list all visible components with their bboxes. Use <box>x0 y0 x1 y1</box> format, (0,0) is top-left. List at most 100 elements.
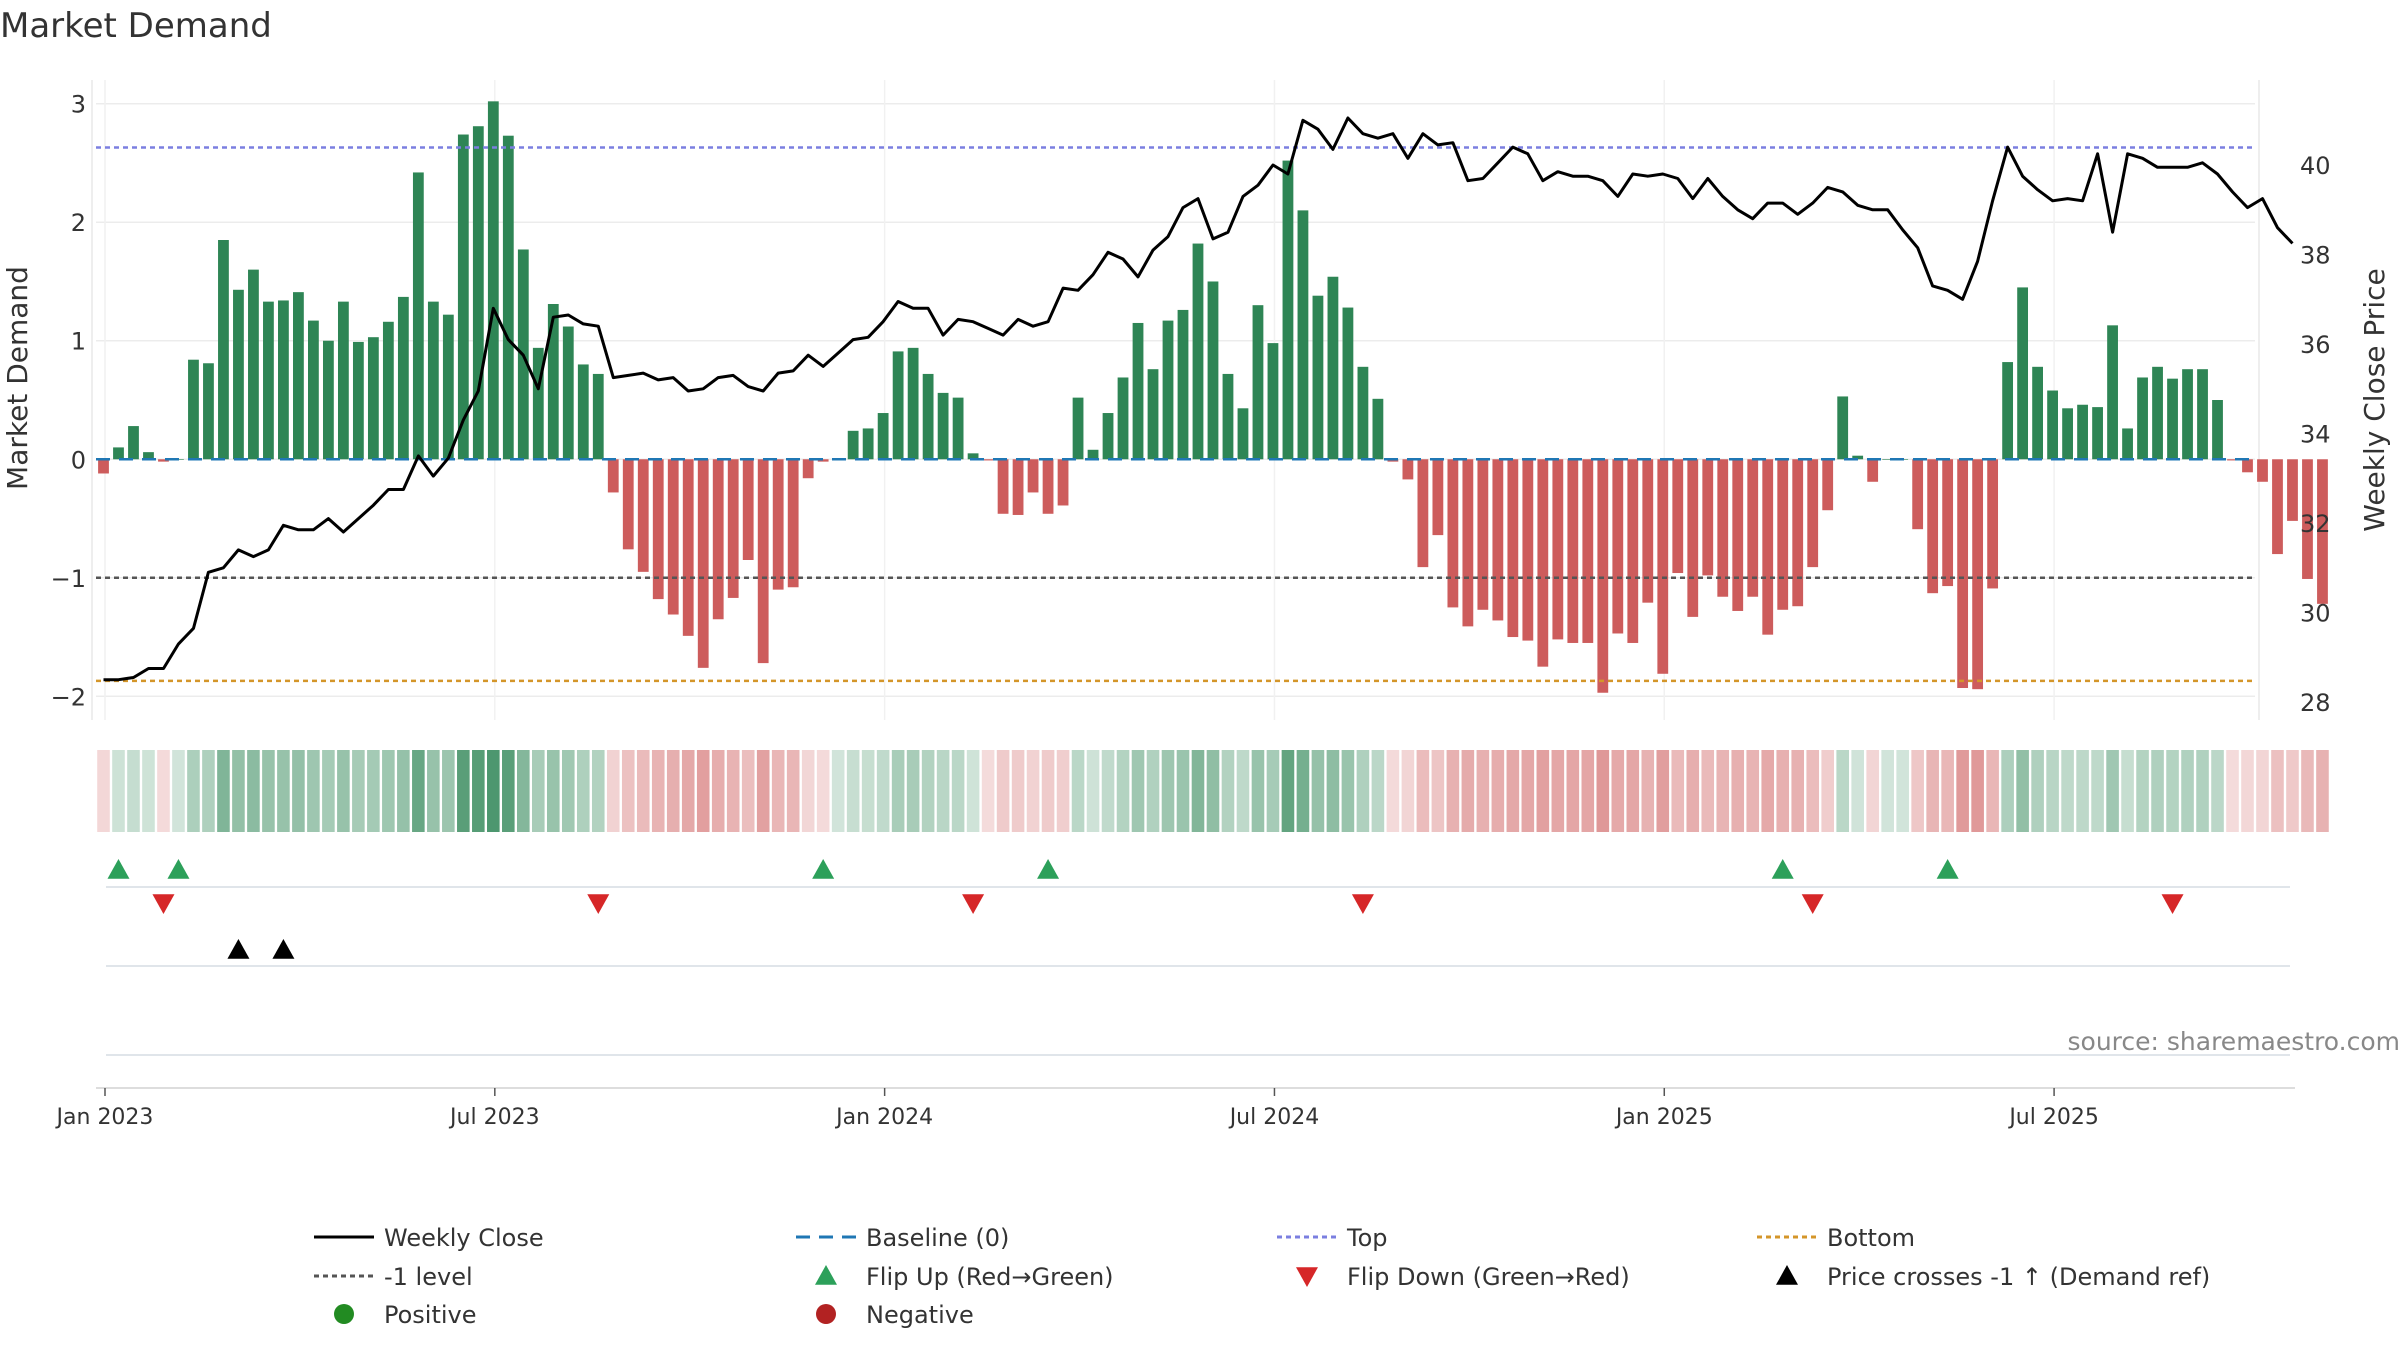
demand-bar-positive <box>353 342 364 459</box>
heat-cell <box>1087 750 1100 832</box>
demand-heat-strip <box>97 750 2329 832</box>
demand-bar-negative <box>803 459 814 478</box>
flip-down-marker <box>587 894 609 914</box>
demand-bar-positive <box>2167 379 2178 460</box>
demand-bar-negative <box>1957 459 1968 688</box>
heat-cell <box>952 750 965 832</box>
demand-bar-negative <box>758 459 769 663</box>
demand-bar-negative <box>1777 459 1788 610</box>
heat-cell <box>517 750 530 832</box>
demand-bar-negative <box>998 459 1009 514</box>
demand-bar-negative <box>1942 459 1953 586</box>
y2-tick-label: 36 <box>2300 331 2331 359</box>
demand-bar-positive <box>278 300 289 459</box>
demand-bar-positive <box>1073 398 1084 460</box>
heat-cell <box>172 750 185 832</box>
heat-cell <box>127 750 140 832</box>
demand-bar-positive <box>578 364 589 459</box>
demand-bar-negative <box>698 459 709 668</box>
demand-bar-positive <box>593 374 604 459</box>
heat-cell <box>1447 750 1460 832</box>
heat-cell <box>337 750 350 832</box>
demand-bar-negative <box>683 459 694 636</box>
demand-bar-positive <box>203 363 214 459</box>
heat-cell <box>637 750 650 832</box>
heat-cell <box>457 750 470 832</box>
legend-label: Price crosses -1 ↑ (Demand ref) <box>1827 1263 2210 1291</box>
demand-bar-negative <box>1612 459 1623 633</box>
x-tick-label: Jan 2023 <box>55 1105 154 1130</box>
y2-tick-label: 32 <box>2300 510 2331 538</box>
y-axis-label: Market Demand <box>1 266 34 490</box>
heat-cell <box>1776 750 1789 832</box>
heat-cell <box>2181 750 2194 832</box>
heat-cell <box>1417 750 1430 832</box>
legend-symbol <box>816 1304 836 1324</box>
legend-item: Price crosses -1 ↑ (Demand ref) <box>1776 1263 2210 1291</box>
heat-cell <box>1626 750 1639 832</box>
legend-label: Baseline (0) <box>866 1224 1009 1252</box>
demand-bar-positive <box>2077 405 2088 460</box>
x-tick-label: Jul 2024 <box>1228 1105 1320 1130</box>
demand-bar-positive <box>1328 277 1339 460</box>
heat-cell <box>922 750 935 832</box>
legend-symbol <box>1776 1265 1798 1285</box>
demand-bar-negative <box>1402 459 1413 479</box>
flip-up-marker <box>1772 859 1794 879</box>
legend-item: Flip Up (Red→Green) <box>815 1263 1114 1291</box>
heat-cell <box>1207 750 1220 832</box>
heat-cell <box>487 750 500 832</box>
heat-cell <box>577 750 590 832</box>
heat-cell <box>2076 750 2089 832</box>
demand-bar-positive <box>2107 325 2118 459</box>
heat-cell <box>1282 750 1295 832</box>
flip-down-marker <box>1802 894 1824 914</box>
heat-cell <box>292 750 305 832</box>
demand-bar-positive <box>938 393 949 459</box>
heat-cell <box>1327 750 1340 832</box>
flip-up-marker <box>1937 859 1959 879</box>
demand-bar-positive <box>563 327 574 460</box>
heat-cell <box>322 750 335 832</box>
demand-bar-positive <box>548 304 559 459</box>
demand-bar-negative <box>1522 459 1533 640</box>
heat-cell <box>367 750 380 832</box>
demand-bar-negative <box>1582 459 1593 643</box>
demand-bar-negative <box>1822 459 1833 510</box>
heat-cell <box>1611 750 1624 832</box>
heat-cell <box>817 750 830 832</box>
heat-cell <box>1027 750 1040 832</box>
heat-cell <box>697 750 710 832</box>
heat-cell <box>2286 750 2299 832</box>
heat-cell <box>877 750 890 832</box>
heat-cell <box>1387 750 1400 832</box>
demand-bar-negative <box>1507 459 1518 637</box>
heat-cell <box>1237 750 1250 832</box>
demand-bar-negative <box>1687 459 1698 617</box>
demand-bar-negative <box>1462 459 1473 626</box>
demand-bar-negative <box>98 459 109 473</box>
legend-label: Positive <box>384 1301 477 1329</box>
heat-cell <box>1971 750 1984 832</box>
legend-item: Bottom <box>1757 1224 1915 1252</box>
demand-bar-positive <box>2137 377 2148 459</box>
demand-bar-positive <box>1148 369 1159 459</box>
demand-bar-negative <box>1792 459 1803 606</box>
demand-bar-negative <box>1058 459 1069 505</box>
heat-cell <box>2226 750 2239 832</box>
heat-cell <box>187 750 200 832</box>
flip-down-marker <box>962 894 984 914</box>
price-cross-marker <box>272 939 294 959</box>
demand-bar-positive <box>128 426 139 459</box>
heat-cell <box>772 750 785 832</box>
demand-bar-positive <box>1193 244 1204 460</box>
demand-bar-negative <box>1597 459 1608 692</box>
demand-bar-negative <box>668 459 679 614</box>
y2-axis-label: Weekly Close Price <box>2358 268 2391 531</box>
heat-cell <box>1671 750 1684 832</box>
legend-item: Flip Down (Green→Red) <box>1296 1263 1630 1291</box>
heat-cell <box>937 750 950 832</box>
demand-bar-positive <box>413 172 424 459</box>
heat-cell <box>1057 750 1070 832</box>
demand-bar-negative <box>608 459 619 492</box>
